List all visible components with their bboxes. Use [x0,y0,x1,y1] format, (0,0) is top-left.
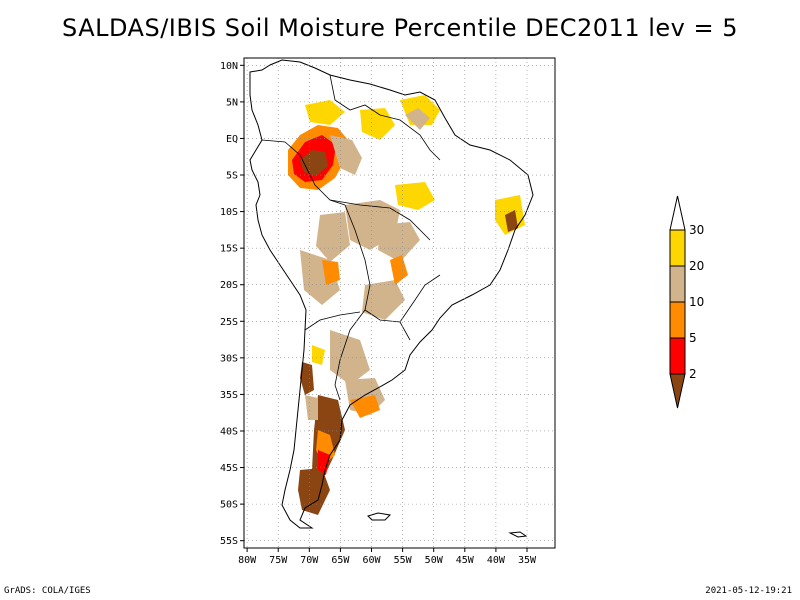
lat-tick-label: 45S [220,463,238,474]
lon-tick-label: 50W [425,555,444,566]
timestamp: 2021-05-12-19:21 [705,586,792,596]
grads-credit: GrADS: COLA/IGES [4,586,91,596]
lat-tick-label: 5N [226,97,238,108]
colorbar-segment [669,337,686,375]
lat-tick-label: EQ [226,134,238,145]
colorbar-label: 2 [689,367,697,381]
lon-tick-label: 35W [518,555,537,566]
lon-tick-label: 45W [456,555,475,566]
lat-tick-label: 35S [220,390,238,401]
colorbar-label: 20 [689,259,704,273]
south-georgia-outline [508,531,528,538]
map-frame [243,57,556,549]
south-america-coastline [249,59,534,529]
colorbar-label: 10 [689,295,704,309]
lon-tick-label: 80W [238,555,257,566]
lat-tick-label: 25S [220,317,238,328]
colorbar-segment [669,301,686,339]
lon-tick-label: 40W [487,555,506,566]
lat-tick-label: 55S [220,536,238,547]
colorbar-segment [669,265,686,303]
lon-tick-label: 55W [394,555,413,566]
colorbar-label: 5 [689,331,697,345]
lat-tick-label: 40S [220,426,238,437]
lat-tick-label: 5S [226,171,238,182]
lon-tick-label: 70W [300,555,319,566]
lon-tick-label: 65W [331,555,350,566]
lat-tick-label: 10S [220,207,238,218]
colorbar-segment [669,229,686,267]
axis-ticks: 10N 5N EQ 5S 10S 15S 20S 25S 30S 35S 40S 45S 50S 55S8… [220,61,537,566]
falklands-outline [367,512,392,521]
colorbar-bottom-triangle [669,373,686,409]
plot-area [249,59,534,538]
lat-tick-label: 10N [220,61,238,72]
colorbar-top-triangle [669,195,686,231]
lat-lon-grid [244,58,555,548]
map-title: SALDAS/IBIS Soil Moisture Percentile DEC… [62,14,738,42]
lat-tick-label: 50S [220,500,238,511]
lon-tick-label: 60W [362,555,381,566]
colorbar-label: 30 [689,223,704,237]
percentile-shading [288,95,525,515]
country-borders [261,74,441,401]
lat-tick-label: 30S [220,353,238,364]
colorbar: 30 20 10 5 2 [669,195,704,409]
lon-tick-label: 75W [269,555,288,566]
lat-tick-label: 15S [220,244,238,255]
lat-tick-label: 20S [220,280,238,291]
